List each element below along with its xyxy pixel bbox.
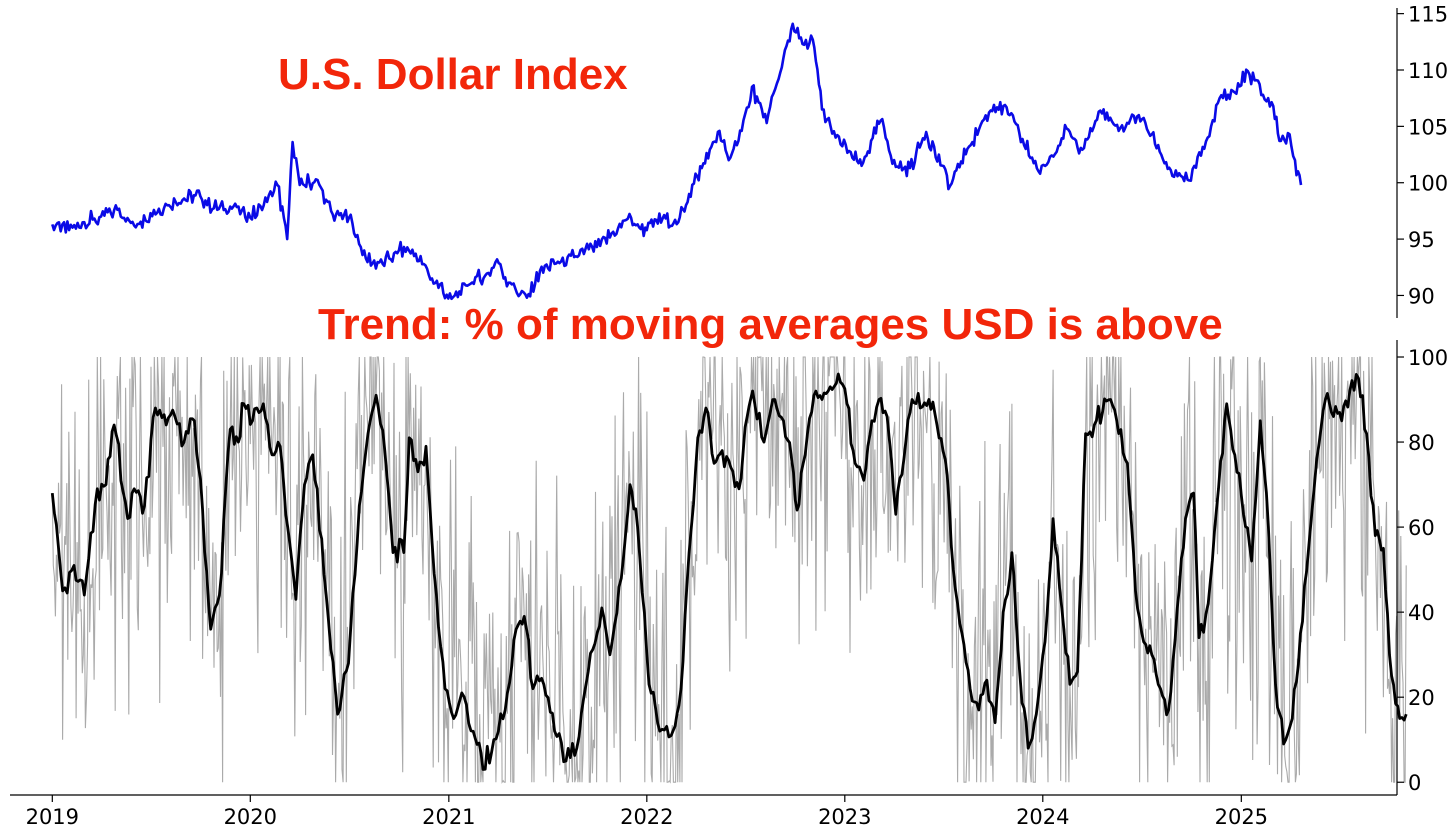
- dollar-index-y-tick-label: 115: [1408, 3, 1448, 27]
- dollar-index-y-tick-label: 105: [1408, 115, 1448, 139]
- trend-y-tick-label: 40: [1408, 601, 1435, 625]
- dollar-index-y-tick-label: 110: [1408, 59, 1448, 83]
- trend-y-tick-label: 100: [1408, 346, 1448, 370]
- trend-raw-line: [51, 356, 1407, 784]
- trend-y-tick-label: 80: [1408, 431, 1435, 455]
- dollar-index-panel: 90 95 100 105 110 115: [51, 3, 1448, 318]
- x-tick-label: 2024: [1016, 805, 1069, 829]
- x-axis: 2019 2020 2021 2022 2023 2024 2025: [10, 794, 1397, 829]
- trend-panel: 0 20 40 60 80 100: [50, 340, 1448, 795]
- dollar-index-y-tick-label: 100: [1408, 172, 1448, 196]
- dollar-index-title: U.S. Dollar Index: [278, 50, 628, 99]
- x-tick-label: 2021: [422, 805, 475, 829]
- trend-y-tick-label: 60: [1408, 516, 1435, 540]
- x-tick-label: 2025: [1215, 805, 1268, 829]
- dollar-index-line: [51, 22, 1303, 301]
- dollar-index-y-tick-label: 95: [1408, 228, 1435, 252]
- x-tick-label: 2023: [818, 805, 871, 829]
- trend-title: Trend: % of moving averages USD is above: [318, 300, 1223, 349]
- x-tick-label: 2020: [224, 805, 277, 829]
- trend-smoothed-line: [50, 372, 1408, 771]
- trend-y-tick-label: 0: [1408, 771, 1421, 795]
- x-tick-label: 2022: [620, 805, 673, 829]
- dollar-index-y-tick-label: 90: [1408, 284, 1435, 308]
- trend-y-tick-label: 20: [1408, 686, 1435, 710]
- x-tick-label: 2019: [26, 805, 79, 829]
